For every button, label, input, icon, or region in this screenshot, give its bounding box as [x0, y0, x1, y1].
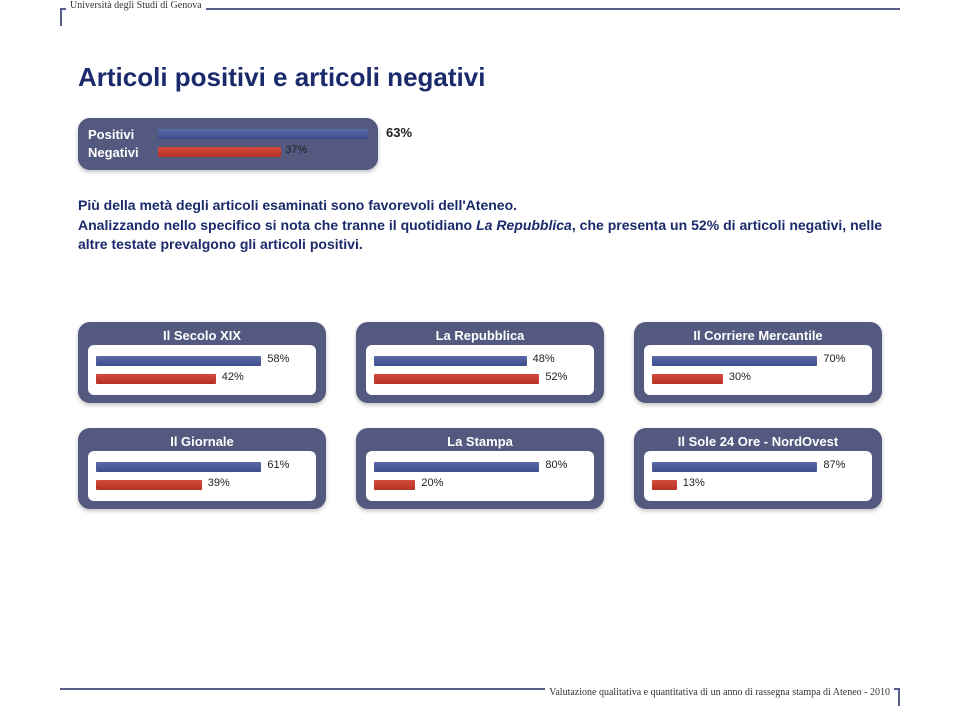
panel-body: 48% 52%: [366, 345, 594, 395]
main-row-neg-bar: [158, 147, 281, 157]
main-row-pos-bar: [158, 129, 368, 139]
small-panel: Il Giornale 61% 39%: [78, 428, 326, 509]
row-pos: 61%: [96, 459, 308, 475]
page: Università degli Studi di Genova Articol…: [0, 0, 960, 716]
row-pos: 80%: [374, 459, 586, 475]
main-panel: Positivi Negativi 37%: [78, 118, 378, 170]
small-panel: Il Sole 24 Ore - NordOvest 87% 13%: [634, 428, 882, 509]
row-pos-value: 70%: [823, 353, 845, 365]
panel-title: Il Sole 24 Ore - NordOvest: [644, 434, 872, 449]
body2-pre: Analizzando nello specifico si nota che …: [78, 217, 476, 233]
row-neg-bar: [374, 374, 539, 384]
row-pos-track: 70%: [652, 356, 864, 366]
panel-body: 58% 42%: [88, 345, 316, 395]
row-pos-track: 58%: [96, 356, 308, 366]
panel-body: 87% 13%: [644, 451, 872, 501]
main-row-neg: Negativi 37%: [88, 144, 368, 160]
row-neg: 13%: [652, 477, 864, 493]
row-pos-value: 58%: [267, 353, 289, 365]
footer-corner: [898, 688, 900, 706]
main-row-pos-track: [158, 129, 368, 139]
row-pos: 70%: [652, 353, 864, 369]
row-neg: 52%: [374, 371, 586, 387]
small-panel: La Stampa 80% 20%: [356, 428, 604, 509]
row-pos-bar: [374, 356, 527, 366]
panel-title: Il Secolo XIX: [88, 328, 316, 343]
small-panel: La Repubblica 48% 52%: [356, 322, 604, 403]
row-pos-track: 87%: [652, 462, 864, 472]
page-title: Articoli positivi e articoli negativi: [78, 62, 485, 93]
row-neg-bar: [96, 480, 202, 490]
body-text-2: Analizzando nello specifico si nota che …: [78, 216, 882, 254]
body-text-1: Più della metà degli articoli esaminati …: [78, 196, 882, 215]
row-neg-track: 13%: [652, 480, 864, 490]
row-neg-value: 42%: [222, 371, 244, 383]
row-pos-bar: [96, 356, 261, 366]
small-panel: Il Corriere Mercantile 70% 30%: [634, 322, 882, 403]
panel-body: 70% 30%: [644, 345, 872, 395]
row-neg-bar: [652, 480, 677, 490]
row-pos-value: 61%: [267, 459, 289, 471]
panel-title: La Stampa: [366, 434, 594, 449]
panel-title: La Repubblica: [366, 328, 594, 343]
row-pos: 48%: [374, 353, 586, 369]
row-neg: 20%: [374, 477, 586, 493]
main-row-neg-label: Negativi: [88, 145, 158, 160]
row-pos-bar: [96, 462, 261, 472]
footer-text: Valutazione qualitativa e quantitativa d…: [545, 687, 894, 698]
row-neg-value: 39%: [208, 477, 230, 489]
header-text: Università degli Studi di Genova: [66, 0, 206, 12]
row-neg-track: 52%: [374, 374, 586, 384]
row-pos-track: 48%: [374, 356, 586, 366]
row-pos-track: 61%: [96, 462, 308, 472]
row-neg-track: 30%: [652, 374, 864, 384]
row-pos: 58%: [96, 353, 308, 369]
row-neg-track: 39%: [96, 480, 308, 490]
panel-title: Il Corriere Mercantile: [644, 328, 872, 343]
row-pos-bar: [374, 462, 539, 472]
panel-body: 61% 39%: [88, 451, 316, 501]
row-neg: 39%: [96, 477, 308, 493]
row-neg-value: 20%: [421, 477, 443, 489]
main-row-pos-value: 63%: [386, 125, 412, 140]
panel-body: 80% 20%: [366, 451, 594, 501]
row-neg-track: 42%: [96, 374, 308, 384]
row-pos-bar: [652, 356, 817, 366]
row-pos: 87%: [652, 459, 864, 475]
row-neg-value: 13%: [683, 477, 705, 489]
header-corner: [60, 8, 62, 26]
row-neg-bar: [374, 480, 415, 490]
row-neg-bar: [652, 374, 723, 384]
row-pos-bar: [652, 462, 817, 472]
main-row-neg-track: 37%: [158, 147, 368, 157]
small-panel: Il Secolo XIX 58% 42%: [78, 322, 326, 403]
main-row-pos-label: Positivi: [88, 127, 158, 142]
row-pos-track: 80%: [374, 462, 586, 472]
main-row-pos: Positivi: [88, 126, 368, 142]
row-pos-value: 80%: [545, 459, 567, 471]
row-neg-value: 52%: [545, 371, 567, 383]
row-pos-value: 87%: [823, 459, 845, 471]
row-neg: 42%: [96, 371, 308, 387]
main-row-neg-value: 37%: [285, 144, 307, 156]
row-neg-bar: [96, 374, 216, 384]
panel-title: Il Giornale: [88, 434, 316, 449]
row-neg-value: 30%: [729, 371, 751, 383]
body2-em: La Repubblica: [476, 217, 572, 233]
row-neg-track: 20%: [374, 480, 586, 490]
row-neg: 30%: [652, 371, 864, 387]
row-pos-value: 48%: [533, 353, 555, 365]
